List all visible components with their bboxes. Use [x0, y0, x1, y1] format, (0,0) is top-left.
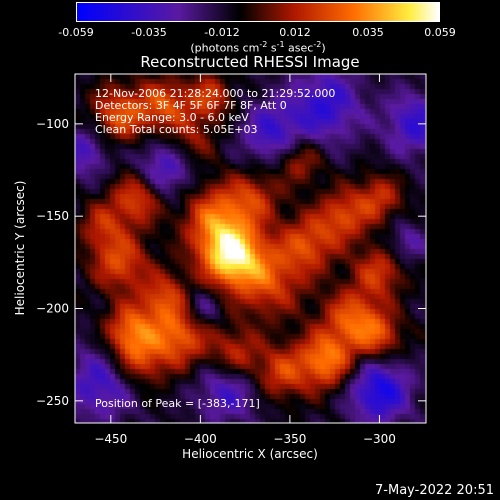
colorbar-gradient — [76, 2, 440, 22]
annotation-clean: Clean Total counts: 5.05E+03 — [95, 123, 258, 136]
x-tick-label: −350 — [273, 432, 306, 446]
colorbar-tick-label: 0.012 — [279, 26, 311, 39]
y-axis-label: Heliocentric Y (arcsec) — [13, 181, 27, 316]
colorbar — [76, 2, 440, 22]
y-tick-label: −100 — [36, 117, 69, 131]
annotation-time: 12-Nov-2006 21:28:24.000 to 21:29:52.000 — [95, 87, 336, 100]
colorbar-tick-label: -0.012 — [204, 26, 240, 39]
y-tick-label: −250 — [36, 394, 69, 408]
colorbar-tick-label: -0.059 — [58, 26, 94, 39]
colorbar-tick-label: 0.059 — [424, 26, 456, 39]
y-tick-label: −200 — [36, 302, 69, 316]
footer-timestamp: 7-May-2022 20:51 — [375, 483, 494, 498]
y-tick-label: −150 — [36, 209, 69, 223]
annotation-peak: Position of Peak = [-383,-171] — [95, 397, 260, 410]
plot-frame — [74, 73, 427, 424]
x-tick-label: −450 — [94, 432, 127, 446]
x-tick-label: −300 — [363, 432, 396, 446]
heatmap-image — [75, 74, 426, 423]
colorbar-tick-label: -0.035 — [131, 26, 167, 39]
x-tick-label: −400 — [184, 432, 217, 446]
annotation-detectors: Detectors: 3F 4F 5F 6F 7F 8F, Att 0 — [95, 99, 287, 112]
annotation-energy: Energy Range: 3.0 - 6.0 keV — [95, 111, 249, 124]
colorbar-tick-label: 0.035 — [352, 26, 384, 39]
chart-title: Reconstructed RHESSI Image — [140, 53, 360, 71]
x-axis-label: Heliocentric X (arcsec) — [182, 447, 318, 461]
colorbar-units: (photons cm-2 s-1 asec-2) — [190, 40, 326, 55]
